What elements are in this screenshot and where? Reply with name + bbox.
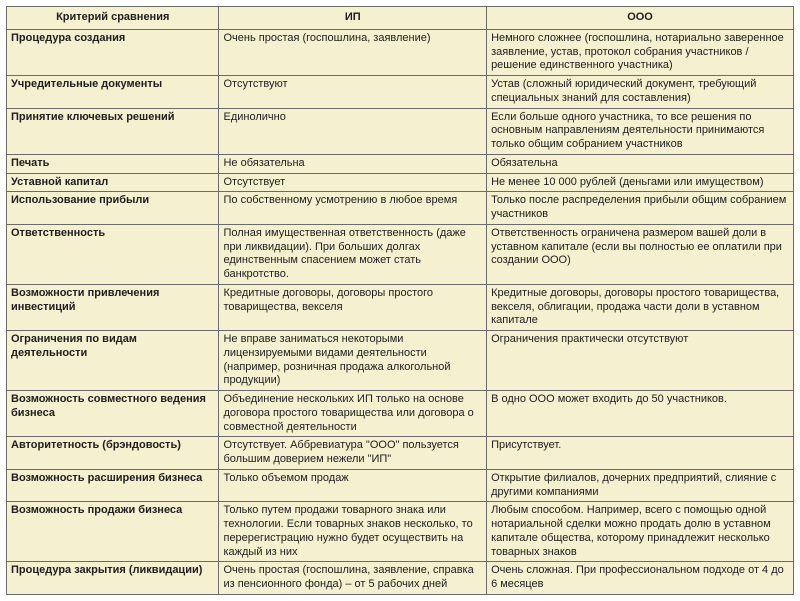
criterion-cell: Использование прибыли bbox=[7, 192, 219, 225]
col-header-ip: ИП bbox=[219, 7, 487, 30]
table-row: Учредительные документыОтсутствуютУстав … bbox=[7, 76, 794, 109]
table-body: Процедура созданияОчень простая (госпошл… bbox=[7, 29, 794, 594]
ooo-cell: Немного сложнее (госпошлина, нотариально… bbox=[487, 29, 794, 75]
ip-cell: Отсутствуют bbox=[219, 76, 487, 109]
ooo-cell: Обязательна bbox=[487, 154, 794, 173]
criterion-cell: Авторитетность (брэндовость) bbox=[7, 437, 219, 470]
table-row: Процедура созданияОчень простая (госпошл… bbox=[7, 29, 794, 75]
ooo-cell: Не менее 10 000 рублей (деньгами или иму… bbox=[487, 173, 794, 192]
ip-cell: Объединение нескольких ИП только на осно… bbox=[219, 391, 487, 437]
criterion-cell: Процедура создания bbox=[7, 29, 219, 75]
table-header: Критерий сравнения ИП ООО bbox=[7, 7, 794, 30]
table-row: Возможность расширения бизнесаТолько объ… bbox=[7, 469, 794, 502]
table-row: ПечатьНе обязательнаОбязательна bbox=[7, 154, 794, 173]
ip-cell: Только путем продажи товарного знака или… bbox=[219, 502, 487, 562]
table-row: Использование прибылиПо собственному усм… bbox=[7, 192, 794, 225]
criterion-cell: Ограничения по видам деятельности bbox=[7, 331, 219, 391]
criterion-cell: Ответственность bbox=[7, 224, 219, 284]
ooo-cell: Ответственность ограничена размером ваше… bbox=[487, 224, 794, 284]
ooo-cell: Открытие филиалов, дочерних предприятий,… bbox=[487, 469, 794, 502]
ip-cell: Полная имущественная ответственность (да… bbox=[219, 224, 487, 284]
ip-cell: Кредитные договоры, договоры простого то… bbox=[219, 284, 487, 330]
ooo-cell: Если больше одного участника, то все реш… bbox=[487, 108, 794, 154]
table-row: Возможность продажи бизнесаТолько путем … bbox=[7, 502, 794, 562]
ip-cell: По собственному усмотрению в любое время bbox=[219, 192, 487, 225]
criterion-cell: Возможность продажи бизнеса bbox=[7, 502, 219, 562]
table-row: Принятие ключевых решенийЕдиноличноЕсли … bbox=[7, 108, 794, 154]
criterion-cell: Уставной капитал bbox=[7, 173, 219, 192]
table-row: Процедура закрытия (ликвидации)Очень про… bbox=[7, 562, 794, 595]
criterion-cell: Принятие ключевых решений bbox=[7, 108, 219, 154]
table-row: ОтветственностьПолная имущественная отве… bbox=[7, 224, 794, 284]
criterion-cell: Возможность расширения бизнеса bbox=[7, 469, 219, 502]
table-row: Ограничения по видам деятельностиНе впра… bbox=[7, 331, 794, 391]
ip-cell: Очень простая (госпошлина, заявление) bbox=[219, 29, 487, 75]
ip-cell: Отсутствует bbox=[219, 173, 487, 192]
ooo-cell: Только после распределения прибыли общим… bbox=[487, 192, 794, 225]
ip-cell: Не вправе заниматься некоторыми лицензир… bbox=[219, 331, 487, 391]
criterion-cell: Учредительные документы bbox=[7, 76, 219, 109]
ooo-cell: Любым способом. Например, всего с помощь… bbox=[487, 502, 794, 562]
ooo-cell: Устав (сложный юридический документ, тре… bbox=[487, 76, 794, 109]
criterion-cell: Возможность совместного ведения бизнеса bbox=[7, 391, 219, 437]
ooo-cell: Ограничения практически отсутствуют bbox=[487, 331, 794, 391]
col-header-criterion: Критерий сравнения bbox=[7, 7, 219, 30]
comparison-table: Критерий сравнения ИП ООО Процедура созд… bbox=[6, 6, 794, 595]
table-row: Возможность совместного ведения бизнесаО… bbox=[7, 391, 794, 437]
ooo-cell: Очень сложная. При профессиональном подх… bbox=[487, 562, 794, 595]
table-row: Возможности привлечения инвестицийКредит… bbox=[7, 284, 794, 330]
criterion-cell: Возможности привлечения инвестиций bbox=[7, 284, 219, 330]
criterion-cell: Процедура закрытия (ликвидации) bbox=[7, 562, 219, 595]
ip-cell: Только объемом продаж bbox=[219, 469, 487, 502]
ooo-cell: В одно ООО может входить до 50 участнико… bbox=[487, 391, 794, 437]
ooo-cell: Кредитные договоры, договоры простого то… bbox=[487, 284, 794, 330]
ip-cell: Единолично bbox=[219, 108, 487, 154]
ip-cell: Очень простая (госпошлина, заявление, сп… bbox=[219, 562, 487, 595]
table-row: Авторитетность (брэндовость)Отсутствует.… bbox=[7, 437, 794, 470]
criterion-cell: Печать bbox=[7, 154, 219, 173]
table-row: Уставной капиталОтсутствуетНе менее 10 0… bbox=[7, 173, 794, 192]
ooo-cell: Присутствует. bbox=[487, 437, 794, 470]
col-header-ooo: ООО bbox=[487, 7, 794, 30]
ip-cell: Отсутствует. Аббревиатура "ООО" пользует… bbox=[219, 437, 487, 470]
ip-cell: Не обязательна bbox=[219, 154, 487, 173]
